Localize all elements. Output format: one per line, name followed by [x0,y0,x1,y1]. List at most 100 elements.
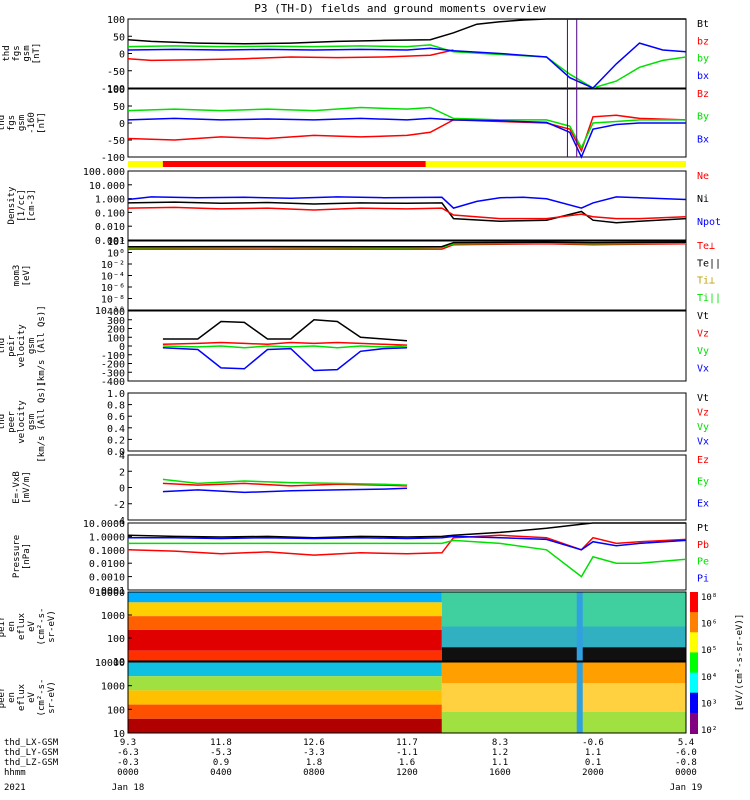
x-tick-label: -1.1 [396,748,418,758]
series-line-Ne [127,206,687,220]
x-row-label: thd_LX-GSM [4,738,59,748]
panel-peer_spec: 10000 1000 100 10 thdpeerenefluxeV(cm²-s-sr-… [0,658,687,740]
series-line-Vt [162,319,408,342]
y-tick-label: 0.8 [107,401,125,412]
y-tick-label: 100.000 [83,167,125,178]
date-label: Jan 19 [670,783,703,793]
x-row-label: hhmm [4,768,26,778]
panel-frame [127,661,687,734]
y-tick-label: 0.001 [95,236,125,247]
y-tick-label: 1.0 [107,389,125,400]
y-tick-label: 0 [119,484,125,495]
x-tick-label: 0.9 [213,758,229,768]
spectrogram-band [441,711,686,733]
y-tick-label: -100 [101,153,125,164]
x-tick-label: 8.3 [492,738,508,748]
x-tick-label: 1.1 [492,758,508,768]
series-line-Pe [128,539,687,578]
series-line-Bx [127,117,686,159]
spectrogram-band [128,616,442,630]
legend-entry: Te|| [697,258,721,269]
y-tick-label: 300 [107,316,125,327]
y-tick-label: -50 [107,136,125,147]
y-tick-label: 10.000 [89,181,125,192]
y-tick-label: 10⁻² [101,260,125,271]
y-tick-label: 100 [107,333,125,344]
x-tick-label: -5.3 [210,748,232,758]
colorbar-swatch [690,712,698,734]
y-axis-label: Pressure[nPa] [12,535,32,578]
y-tick-label: 2 [119,467,125,478]
y-tick-label: -2 [113,500,125,511]
spectrogram-band [441,683,686,712]
x-row-label: thd_LZ-GSM [4,758,59,768]
colorbar-swatch [690,592,698,614]
x-tick-label: 5.4 [678,738,694,748]
y-tick-label: 10³ [107,237,125,248]
spectrogram-band [128,690,442,705]
y-tick-label: 10 [113,657,125,668]
spectrogram-band [128,592,442,603]
colorbar-tick: 10⁴ [701,673,717,683]
y-tick-label: 10⁻⁴ [101,272,125,283]
legend-entry: Ez [697,455,709,466]
y-tick-label: -300 [101,368,125,379]
x-tick-label: 0800 [303,768,325,778]
x-tick-label: -0.3 [117,758,139,768]
y-tick-label: 400 [107,307,125,318]
panel-fgs_gse: 100 50 0 -50 -100 thdfgsgsm-160[nT] Bz By Bx [0,85,709,164]
y-axis-label: Density[1/cc][cm-3] [7,186,37,225]
x-tick-label: -3.3 [303,748,325,758]
legend-entry: Vx [697,364,709,375]
y-tick-label: 0.6 [107,412,125,423]
legend-entry: Bt [697,19,709,30]
x-tick-label: 1.1 [585,748,601,758]
panels: 100500-50-100thdfgsgsm[nT]Btbzbybx100500… [0,15,745,740]
legend-entry: Npot [697,217,721,228]
x-tick-label: 1.6 [399,758,415,768]
spectrogram-band [128,718,442,733]
series-line-bx [127,42,687,89]
x-tick-label: 0000 [675,768,697,778]
y-tick-label: 50 [113,102,125,113]
panel-frame [127,392,687,452]
spectrogram-band [128,602,442,617]
series-line-Ey [162,478,408,486]
status-bar [162,161,426,167]
y-tick-label: 1000 [101,611,125,622]
y-axis-label: thdfgsgsm-160[nT] [0,112,47,134]
series-line-Npot [127,196,687,209]
series-line-bz [127,49,454,62]
series-line-By [127,106,686,150]
legend-entry: Bz [697,89,709,100]
legend-entry: Pe [697,557,709,568]
y-tick-label: 10⁻⁶ [101,283,125,294]
y-tick-label: 10000 [95,658,125,669]
legend-entry: Vy [697,422,709,433]
x-tick-label: -6.0 [675,748,697,758]
y-tick-label: -100 [101,351,125,362]
series-line-Vx [162,347,408,372]
x-tick-label: 9.3 [120,738,136,748]
series-line-Ti|| [127,242,687,249]
panel-frame [127,240,687,311]
x-tick-label: 1600 [489,768,511,778]
y-tick-label: 100 [107,705,125,716]
legend-entry: Te⊥ [697,241,715,252]
colorbar-tick: 10³ [701,699,717,709]
series-line-Ex [162,487,408,494]
x-tick-label: 12.6 [303,738,325,748]
y-tick-label: 50 [113,32,125,43]
spectrogram-band [441,626,686,648]
legend-entry: By [697,112,709,123]
y-tick-label: 0.0001 [89,586,125,597]
y-axis-label: thdpeervelocitygsm[km/s (All Qs)] [0,381,47,462]
y-tick-label: 0 [119,50,125,61]
y-axis-label: thdfgsgsm[nT] [2,43,42,65]
y-tick-label: 200 [107,325,125,336]
series-line-by [127,44,687,89]
y-tick-label: 0.100 [95,208,125,219]
colorbar-swatch [690,652,698,674]
spectrogram-band [441,662,686,684]
